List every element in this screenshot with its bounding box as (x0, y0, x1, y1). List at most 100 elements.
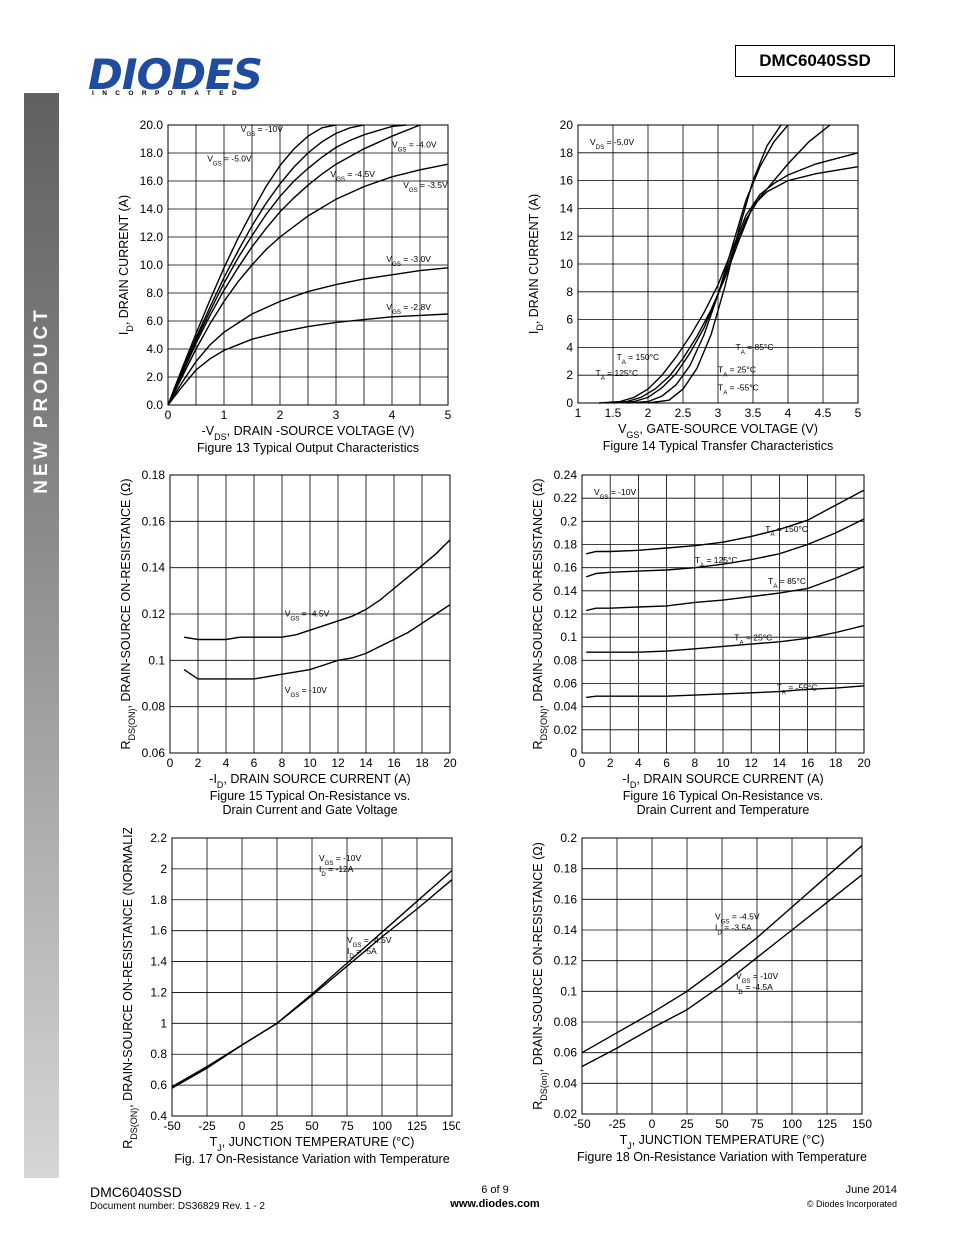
series-label: TA = 125°C (695, 555, 738, 569)
diodes-logo: DIODES INCORPORATED (88, 50, 268, 102)
plot-frame (581, 837, 863, 1115)
x-tick-label: 0 (239, 1119, 246, 1133)
y-tick-label: 8.0 (146, 286, 163, 300)
chart-annotation: VGS = -10V (594, 487, 636, 501)
series-label: ID = -4.5A (736, 982, 773, 996)
x-tick-label: 18 (415, 756, 429, 770)
series-line (586, 624, 865, 653)
x-tick-label: 100 (782, 1117, 802, 1131)
logo-subtext: INCORPORATED (92, 90, 246, 97)
x-tick-label: 150 (442, 1119, 460, 1133)
y-tick-label: 0.1 (560, 630, 577, 644)
plot-frame (171, 837, 453, 1117)
y-tick-label: 0.12 (554, 954, 578, 968)
x-tick-label: 18 (829, 756, 843, 770)
grid (168, 125, 448, 405)
figure-14-transfer-characteristics: 1 1.5 2 2.5 3 3.5 4 4.5 5 0 2 4 6 8 10 12 14 16 18 20 TA = 1… (527, 118, 862, 453)
figure-15-on-resistance-vs-current-gate: 0 2 4 6 8 10 12 14 16 18 20 0.06 0.08 0.1 0.12 0.14 0.16… (119, 468, 457, 817)
y-tick-label: 0.14 (142, 561, 166, 575)
footer-page-number: 6 of 9 (481, 1184, 509, 1196)
series-label: VGS = -3.5V (403, 180, 448, 194)
x-tick-label: 3 (333, 408, 340, 422)
series-line (167, 313, 449, 406)
figure-17-normalized-on-resistance-vs-temp: -50 -25 0 25 50 75 100 125 150 0.4 0.6 0.8 1 1.2 1.4 1.… (121, 828, 460, 1166)
footer-website-link[interactable]: www.diodes.com (450, 1198, 540, 1210)
y-tick-label: 1 (160, 1016, 167, 1030)
series-line (647, 124, 782, 404)
plot-frame (577, 124, 859, 404)
y-tick-label: 0.18 (554, 862, 578, 876)
y-tick-label: 0.14 (554, 584, 578, 598)
y-tick-label: 0.16 (554, 561, 578, 575)
series-label: VGS = -5.0V (207, 153, 252, 167)
x-tick-label: 2 (645, 406, 652, 420)
x-tick-label: 6 (663, 756, 670, 770)
y-tick-label: 14 (560, 201, 574, 215)
y-tick-label: 0 (570, 746, 577, 760)
footer-date: June 2014 (845, 1184, 897, 1196)
y-axis-label: RDS(ON), DRAIN-SOURCE ON-RESISTANCE (Ω) (531, 479, 549, 750)
y-tick-label: 0.4 (150, 1109, 167, 1123)
x-tick-label: 14 (359, 756, 373, 770)
y-axis-label: RDS(ON), DRAIN-SOURCE ON-RESISTANCE (NOR… (121, 828, 139, 1149)
sidebar-label-wrap: NEW PRODUCT (24, 300, 59, 500)
x-tick-label: 8 (691, 756, 698, 770)
x-tick-label: 1 (221, 408, 228, 422)
series-label: VGS = -10V (319, 853, 361, 867)
footer-part-number: DMC6040SSD (90, 1184, 182, 1200)
grid (170, 475, 450, 753)
x-tick-label: 0 (165, 408, 172, 422)
x-tick-label: 20 (857, 756, 871, 770)
x-tick-label: 16 (387, 756, 401, 770)
figure-caption: Figure 18 On-Resistance Variation with T… (577, 1150, 867, 1164)
x-tick-label: 125 (407, 1119, 427, 1133)
x-tick-label: 4 (635, 756, 642, 770)
series-line (598, 152, 859, 404)
x-tick-label: 125 (817, 1117, 837, 1131)
series-label: VGS = -3.0V (386, 254, 431, 268)
x-axis-label: VGS, GATE-SOURCE VOLTAGE (V) (618, 422, 818, 440)
y-tick-label: 0.1 (560, 984, 577, 998)
series-line (585, 518, 865, 578)
x-tick-label: 4 (223, 756, 230, 770)
y-tick-label: 0.18 (554, 538, 578, 552)
x-tick-label: -50 (163, 1119, 181, 1133)
x-axis-label: -ID, DRAIN SOURCE CURRENT (A) (622, 772, 823, 790)
x-tick-label: 50 (305, 1119, 319, 1133)
y-tick-label: 0.16 (142, 514, 166, 528)
y-tick-label: 0.06 (554, 677, 578, 691)
x-tick-label: -25 (198, 1119, 216, 1133)
figure-13-output-characteristics: 0 1 2 3 4 5 0.0 2.0 4.0 6.0 8.0 10.0 12.0 14.0 16.0 18.… (117, 118, 452, 455)
x-tick-label: 10 (716, 756, 730, 770)
series-label: VGS = -4.0V (392, 139, 437, 153)
y-tick-label: 20.0 (140, 118, 164, 132)
series-label: TA = 85°C (736, 342, 774, 356)
series-label: TA = 25°C (718, 364, 756, 378)
y-tick-label: 8 (566, 285, 573, 299)
figure-18-on-resistance-vs-temp: -50 -25 0 25 50 75 100 125 150 0.02 0.04 0.06 0.08 0.… (531, 831, 872, 1164)
series-line (167, 124, 407, 406)
y-tick-label: 2 (160, 862, 167, 876)
grid (582, 838, 862, 1114)
series-label: ID = -12A (319, 864, 354, 878)
x-tick-label: 8 (279, 756, 286, 770)
grid (578, 125, 858, 403)
y-tick-label: 10 (560, 257, 574, 271)
y-tick-label: 6.0 (146, 314, 163, 328)
logo-wordmark: DIODES (88, 50, 263, 99)
x-tick-label: 0 (167, 756, 174, 770)
x-tick-label: 12 (745, 756, 759, 770)
y-tick-label: 0 (566, 396, 573, 410)
y-tick-label: 1.8 (150, 893, 167, 907)
series-label: TA = 85°C (768, 576, 806, 590)
x-tick-label: 25 (680, 1117, 694, 1131)
y-tick-label: 0.04 (554, 1076, 578, 1090)
series-label: VGS = -2.8V (386, 302, 431, 316)
y-tick-label: 0.12 (142, 607, 166, 621)
y-tick-label: 14.0 (140, 202, 164, 216)
series-line (167, 267, 449, 406)
y-tick-label: 0.02 (554, 723, 578, 737)
y-tick-label: 18 (560, 146, 574, 160)
y-tick-label: 1.6 (150, 924, 167, 938)
x-tick-label: 4 (785, 406, 792, 420)
